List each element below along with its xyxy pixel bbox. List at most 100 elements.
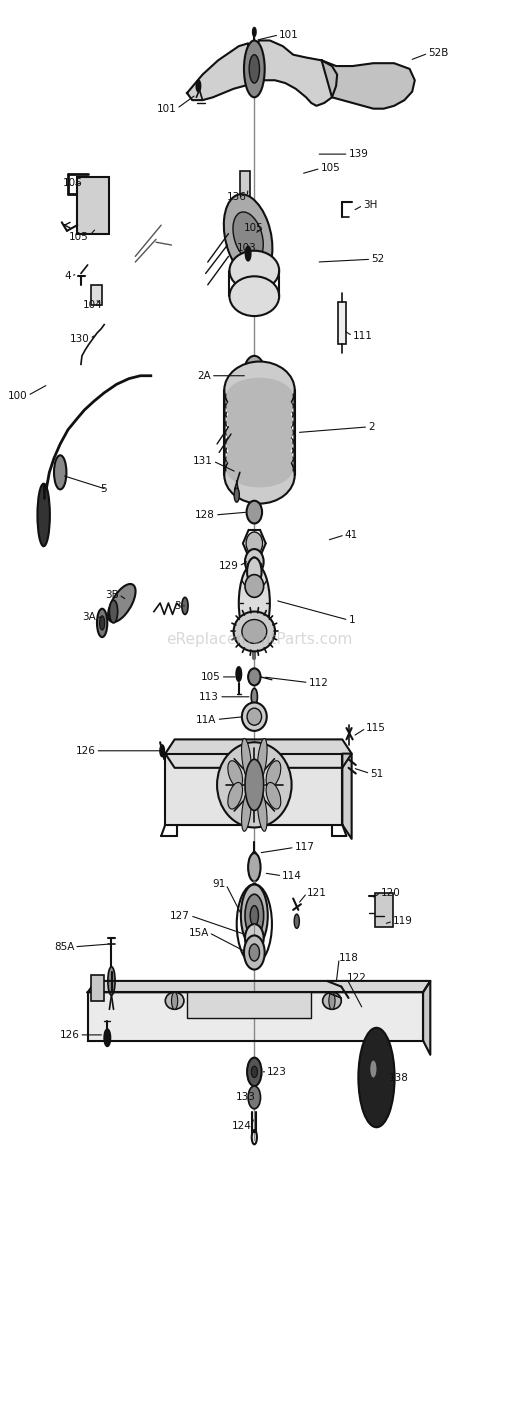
Text: 105: 105 <box>321 164 340 173</box>
Polygon shape <box>322 60 415 108</box>
Circle shape <box>358 1028 394 1128</box>
Ellipse shape <box>226 415 293 451</box>
Text: 136: 136 <box>227 192 247 202</box>
Text: 105: 105 <box>201 673 221 683</box>
Ellipse shape <box>247 501 262 523</box>
Ellipse shape <box>245 549 264 574</box>
Bar <box>338 301 347 344</box>
Ellipse shape <box>226 439 293 475</box>
Ellipse shape <box>226 402 293 438</box>
Ellipse shape <box>266 761 281 788</box>
Circle shape <box>110 600 118 623</box>
Circle shape <box>251 993 257 1010</box>
Text: 103: 103 <box>237 243 256 253</box>
Ellipse shape <box>224 361 295 418</box>
Bar <box>240 171 250 196</box>
Text: 112: 112 <box>309 678 329 688</box>
Ellipse shape <box>229 250 279 290</box>
Circle shape <box>234 488 239 502</box>
Ellipse shape <box>246 532 263 555</box>
Text: 15A: 15A <box>188 927 209 937</box>
Ellipse shape <box>226 452 293 488</box>
Ellipse shape <box>241 738 251 779</box>
Text: 133: 133 <box>236 1092 255 1102</box>
Ellipse shape <box>241 791 251 832</box>
Ellipse shape <box>247 557 262 586</box>
Circle shape <box>245 759 264 811</box>
Circle shape <box>236 667 241 681</box>
Ellipse shape <box>247 1058 262 1086</box>
Text: 126: 126 <box>76 745 95 755</box>
Text: 138: 138 <box>389 1072 409 1082</box>
Ellipse shape <box>248 668 261 685</box>
Polygon shape <box>423 981 430 1055</box>
Ellipse shape <box>108 584 135 621</box>
Ellipse shape <box>245 993 264 1010</box>
Text: 100: 100 <box>8 391 28 401</box>
Circle shape <box>160 745 164 757</box>
Ellipse shape <box>249 944 260 961</box>
Circle shape <box>244 40 265 97</box>
Text: 85A: 85A <box>54 941 74 951</box>
Ellipse shape <box>228 782 242 809</box>
Ellipse shape <box>266 782 281 809</box>
Text: 127: 127 <box>170 910 190 920</box>
Circle shape <box>251 688 257 705</box>
Ellipse shape <box>239 563 270 643</box>
Circle shape <box>245 246 251 260</box>
Ellipse shape <box>241 884 268 947</box>
Text: 2: 2 <box>368 422 375 432</box>
Ellipse shape <box>229 276 279 316</box>
Text: 129: 129 <box>219 562 239 572</box>
Circle shape <box>253 27 256 36</box>
Ellipse shape <box>217 742 292 828</box>
Text: 121: 121 <box>307 887 327 897</box>
Text: 4: 4 <box>64 272 71 282</box>
Text: eReplacementParts.com: eReplacementParts.com <box>166 633 353 647</box>
Ellipse shape <box>224 447 295 503</box>
Ellipse shape <box>323 993 342 1010</box>
Circle shape <box>100 616 105 630</box>
Circle shape <box>171 993 177 1010</box>
Polygon shape <box>165 739 352 768</box>
Ellipse shape <box>251 1066 257 1078</box>
Text: 119: 119 <box>393 916 413 926</box>
Bar <box>91 284 102 304</box>
Ellipse shape <box>245 924 264 953</box>
Ellipse shape <box>245 574 264 597</box>
Ellipse shape <box>228 761 242 788</box>
Ellipse shape <box>226 427 293 462</box>
Ellipse shape <box>250 906 258 926</box>
Circle shape <box>370 1061 376 1078</box>
Bar <box>77 176 110 233</box>
Ellipse shape <box>242 702 267 731</box>
Ellipse shape <box>108 967 115 995</box>
Ellipse shape <box>234 611 275 651</box>
Bar <box>187 993 311 1018</box>
Ellipse shape <box>257 791 267 832</box>
Ellipse shape <box>233 212 263 262</box>
Text: 101: 101 <box>279 30 299 40</box>
Text: 3A: 3A <box>81 613 95 623</box>
Text: 3B: 3B <box>105 590 119 600</box>
Circle shape <box>294 914 299 929</box>
Ellipse shape <box>244 356 265 390</box>
Text: 118: 118 <box>339 953 359 963</box>
Ellipse shape <box>242 620 267 643</box>
Text: 3H: 3H <box>363 201 377 210</box>
Polygon shape <box>187 40 337 105</box>
Polygon shape <box>88 993 423 1041</box>
Circle shape <box>252 852 257 866</box>
Circle shape <box>196 80 200 91</box>
Text: 115: 115 <box>366 722 386 734</box>
Ellipse shape <box>226 390 293 425</box>
Text: 2A: 2A <box>197 371 211 381</box>
Text: 101: 101 <box>157 104 176 114</box>
Text: 128: 128 <box>195 510 215 520</box>
Ellipse shape <box>247 884 262 919</box>
Bar <box>375 893 393 927</box>
Circle shape <box>104 1030 111 1047</box>
Text: 3: 3 <box>174 602 181 611</box>
Text: 5: 5 <box>100 485 107 495</box>
Text: 105: 105 <box>244 223 264 233</box>
